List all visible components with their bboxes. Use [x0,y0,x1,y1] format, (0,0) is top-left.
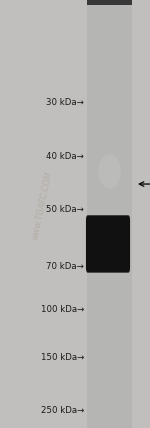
Text: 40 kDa→: 40 kDa→ [46,152,84,161]
Ellipse shape [98,154,121,188]
Text: www.TGAFC.COM: www.TGAFC.COM [30,170,54,241]
Text: 250 kDa→: 250 kDa→ [41,406,84,416]
Bar [87,0,132,5]
Text: 100 kDa→: 100 kDa→ [41,304,84,314]
Text: 70 kDa→: 70 kDa→ [46,262,84,271]
Text: 50 kDa→: 50 kDa→ [46,205,84,214]
Bar [87,0,132,428]
FancyBboxPatch shape [86,215,130,273]
Text: 30 kDa→: 30 kDa→ [46,98,84,107]
Text: 150 kDa→: 150 kDa→ [41,353,84,362]
